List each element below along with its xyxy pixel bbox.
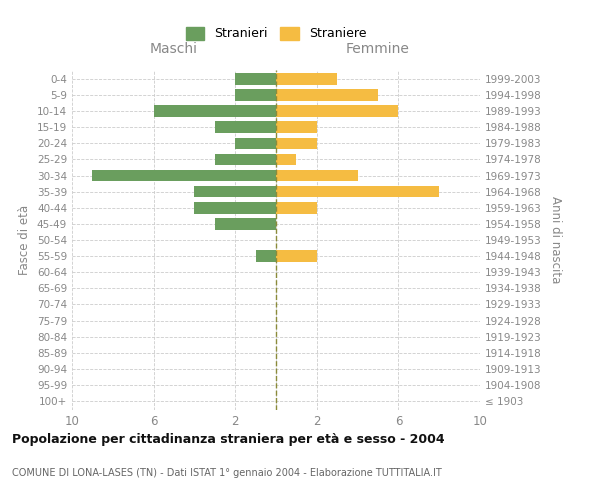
Text: Maschi: Maschi: [150, 42, 198, 56]
Legend: Stranieri, Straniere: Stranieri, Straniere: [181, 22, 371, 46]
Bar: [276, 122, 317, 133]
Bar: [92, 170, 276, 181]
Bar: [194, 186, 276, 198]
Text: Popolazione per cittadinanza straniera per età e sesso - 2004: Popolazione per cittadinanza straniera p…: [12, 432, 445, 446]
Bar: [154, 106, 276, 117]
Bar: [276, 170, 358, 181]
Bar: [276, 106, 398, 117]
Bar: [276, 250, 317, 262]
Text: Femmine: Femmine: [346, 42, 410, 56]
Bar: [215, 218, 276, 230]
Bar: [194, 202, 276, 213]
Bar: [235, 73, 276, 85]
Text: COMUNE DI LONA-LASES (TN) - Dati ISTAT 1° gennaio 2004 - Elaborazione TUTTITALIA: COMUNE DI LONA-LASES (TN) - Dati ISTAT 1…: [12, 468, 442, 477]
Bar: [235, 138, 276, 149]
Y-axis label: Fasce di età: Fasce di età: [19, 205, 31, 275]
Bar: [215, 154, 276, 165]
Bar: [215, 122, 276, 133]
Bar: [276, 186, 439, 198]
Bar: [256, 250, 276, 262]
Bar: [276, 202, 317, 213]
Y-axis label: Anni di nascita: Anni di nascita: [548, 196, 562, 284]
Bar: [276, 89, 378, 101]
Bar: [235, 89, 276, 101]
Bar: [276, 138, 317, 149]
Bar: [276, 154, 296, 165]
Bar: [276, 73, 337, 85]
